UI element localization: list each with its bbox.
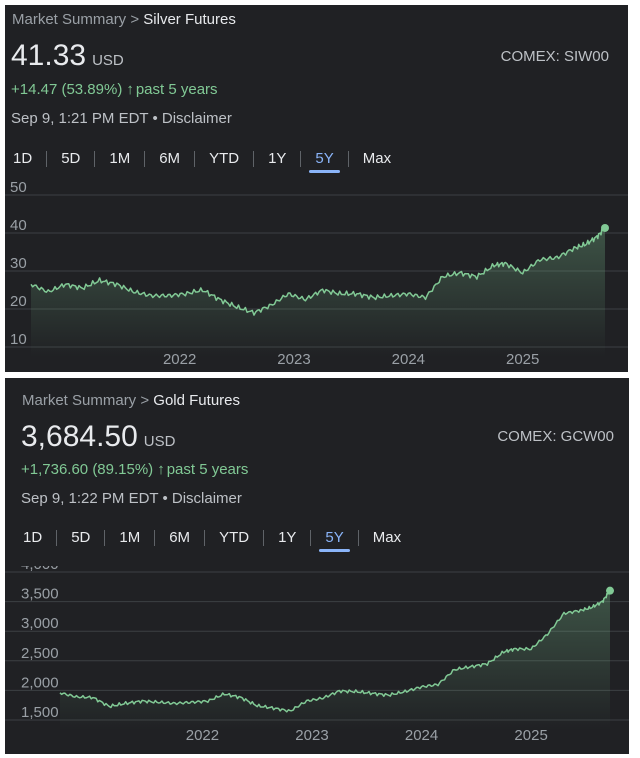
- price-currency: USD: [143, 433, 176, 450]
- y-tick-label: 40: [10, 217, 27, 234]
- range-tab-1d[interactable]: 1D: [23, 529, 43, 546]
- gold-price-chart: 4,000 3,500 3,000 2,500 2,000 1,500 2022 2023 20…: [5, 566, 629, 744]
- arrow-up-icon: ↑: [126, 81, 134, 98]
- price-value: 41.33: [11, 39, 87, 72]
- series-area: [60, 590, 610, 730]
- range-selector: 1D 5D 1M 6M YTD 1Y 5Y Max: [9, 529, 415, 552]
- range-tab-6m[interactable]: 6M: [169, 529, 191, 546]
- last-price-dot: [606, 586, 614, 595]
- y-tick-label: 3,000: [21, 615, 59, 632]
- range-tab-max[interactable]: Max: [372, 529, 402, 546]
- range-tab-1d[interactable]: 1D: [13, 150, 33, 167]
- y-tick-label: 10: [10, 331, 27, 348]
- range-divider: [253, 150, 255, 167]
- range-selector: 1D 5D 1M 6M YTD 1Y 5Y Max: [5, 150, 405, 173]
- range-divider: [144, 150, 146, 167]
- y-tick-label: 3,500: [21, 586, 59, 603]
- breadcrumb-root[interactable]: Market Summary: [12, 11, 127, 28]
- range-tab-1y[interactable]: 1Y: [268, 150, 287, 167]
- exchange-symbol: COMEX: GCW00: [497, 428, 614, 445]
- range-tab-ytd[interactable]: YTD: [219, 529, 250, 546]
- range-tab-max[interactable]: Max: [362, 150, 392, 167]
- range-divider: [263, 529, 265, 546]
- y-tick-label: 4,000: [21, 566, 59, 573]
- gold-futures-panel: Market Summary > Gold Futures 3,684.50 US…: [5, 378, 629, 754]
- price-change: +1,736.60 (89.15%) ↑ past 5 years: [21, 461, 248, 478]
- series-line: [59, 590, 611, 713]
- y-tick-label: 50: [10, 182, 27, 196]
- range-divider: [204, 529, 206, 546]
- price-row: 41.33 USD: [11, 39, 124, 73]
- x-tick-label: 2023: [295, 727, 328, 744]
- y-tick-label: 2,500: [21, 645, 59, 662]
- breadcrumb: Market Summary > Silver Futures: [12, 11, 236, 28]
- range-divider: [94, 150, 96, 167]
- range-divider: [357, 529, 359, 546]
- price-value: 3,684.50: [21, 420, 138, 453]
- range-tab-5d[interactable]: 5D: [71, 529, 91, 546]
- price-currency: USD: [92, 52, 124, 69]
- last-price-dot: [601, 223, 609, 232]
- range-divider: [194, 150, 196, 167]
- change-value: +14.47 (53.89%): [11, 81, 123, 98]
- breadcrumb-separator: >: [130, 11, 140, 28]
- breadcrumb-current: Silver Futures: [143, 11, 236, 28]
- arrow-up-icon: ↑: [157, 461, 165, 478]
- range-divider: [56, 529, 58, 546]
- x-tick-label: 2022: [186, 727, 219, 744]
- price-row: 3,684.50 USD: [21, 420, 175, 454]
- change-value: +1,736.60 (89.15%): [21, 461, 154, 478]
- series-area: [31, 227, 605, 357]
- y-tick-label: 2,000: [21, 674, 59, 691]
- exchange-symbol: COMEX: SIW00: [500, 48, 609, 65]
- x-tick-label: 2025: [514, 727, 547, 744]
- timestamp: Sep 9, 1:22 PM EDT • Disclaimer: [21, 490, 242, 507]
- range-divider: [46, 150, 48, 167]
- range-tab-5y[interactable]: 5Y: [311, 529, 357, 552]
- range-divider: [154, 529, 156, 546]
- price-change: +14.47 (53.89%) ↑ past 5 years: [11, 81, 218, 98]
- range-tab-1y[interactable]: 1Y: [278, 529, 297, 546]
- series-line: [30, 227, 606, 316]
- range-tab-ytd[interactable]: YTD: [209, 150, 240, 167]
- y-tick-label: 30: [10, 255, 27, 272]
- y-tick-label: 1,500: [21, 704, 59, 721]
- breadcrumb-current: Gold Futures: [153, 392, 241, 409]
- range-tab-1m[interactable]: 1M: [119, 529, 141, 546]
- timestamp: Sep 9, 1:21 PM EDT • Disclaimer: [11, 110, 232, 127]
- range-divider: [300, 150, 302, 167]
- breadcrumb-root[interactable]: Market Summary: [22, 392, 137, 409]
- breadcrumb-separator: >: [140, 392, 150, 409]
- change-period: past 5 years: [135, 81, 218, 98]
- range-tab-5d[interactable]: 5D: [61, 150, 81, 167]
- breadcrumb: Market Summary > Gold Futures: [22, 392, 240, 409]
- silver-futures-panel: Market Summary > Silver Futures 41.33 USD…: [5, 5, 628, 372]
- x-tick-label: 2024: [405, 727, 438, 744]
- change-period: past 5 years: [166, 461, 249, 478]
- range-divider: [104, 529, 106, 546]
- y-tick-label: 20: [10, 293, 27, 310]
- range-tab-6m[interactable]: 6M: [159, 150, 181, 167]
- range-tab-5y[interactable]: 5Y: [301, 150, 347, 173]
- range-divider: [347, 150, 349, 167]
- range-divider: [310, 529, 312, 546]
- range-tab-1m[interactable]: 1M: [109, 150, 131, 167]
